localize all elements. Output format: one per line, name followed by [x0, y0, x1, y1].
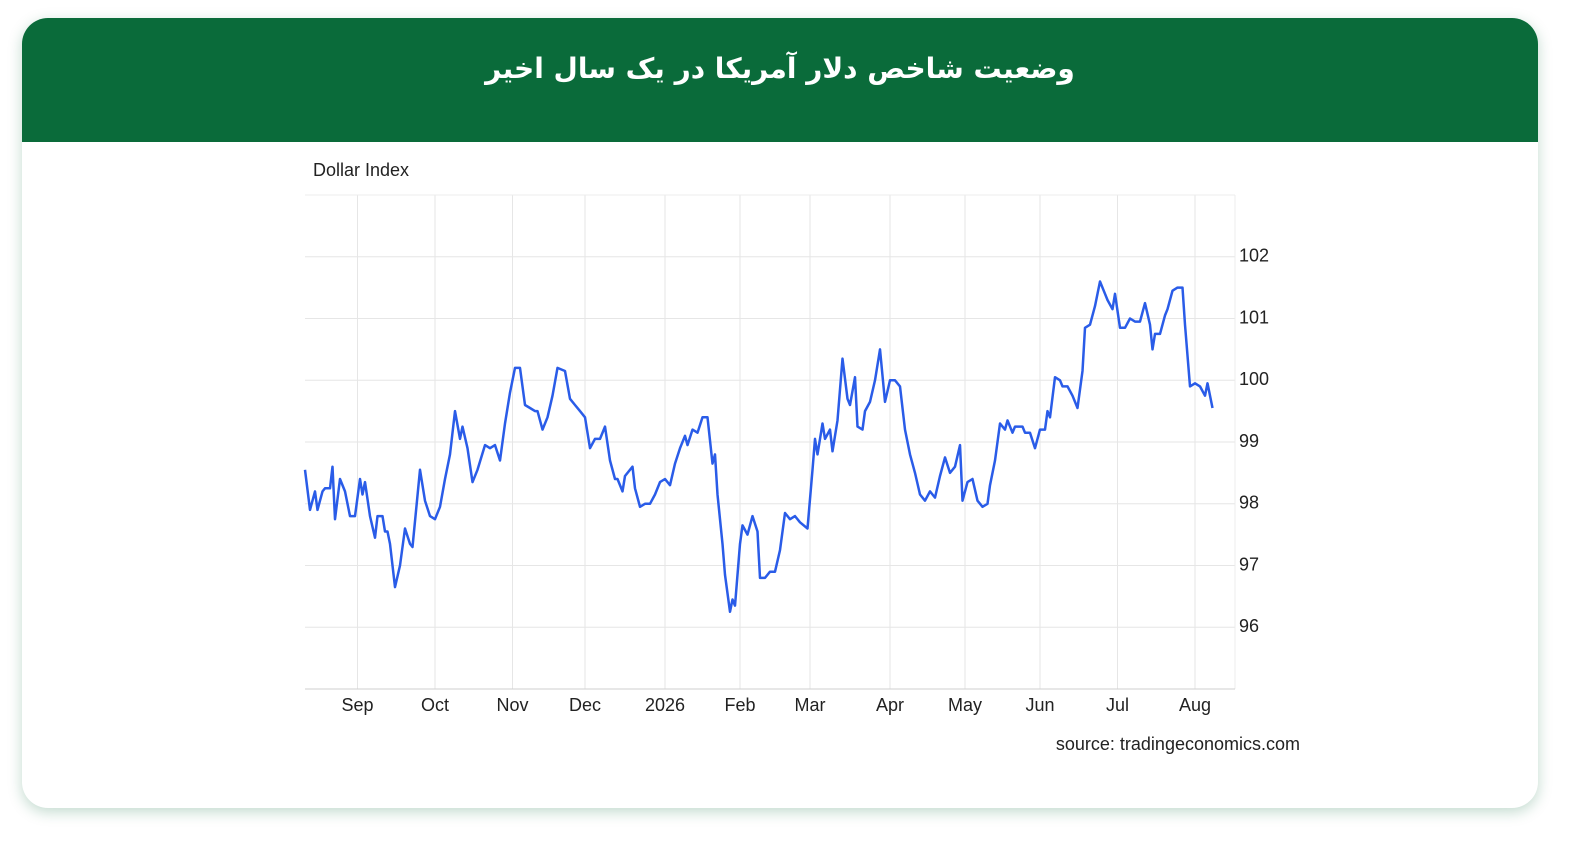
y-tick-label: 99 [1239, 431, 1259, 451]
chart-title: وضعیت شاخص دلار آمریکا در یک سال اخیر [485, 52, 1075, 85]
x-tick-label: Dec [569, 695, 601, 715]
x-tick-label: Jun [1025, 695, 1054, 715]
y-tick-label: 98 [1239, 493, 1259, 513]
x-tick-label: Feb [724, 695, 755, 715]
x-tick-label: 2026 [645, 695, 685, 715]
y-tick-label: 96 [1239, 616, 1259, 636]
x-tick-label: Oct [421, 695, 449, 715]
data-line [303, 280, 1214, 614]
y-tick-label: 97 [1239, 554, 1259, 574]
x-tick-label: Aug [1179, 695, 1211, 715]
x-tick-label: Apr [876, 695, 904, 715]
y-tick-label: 102 [1239, 246, 1269, 266]
x-tick-label: Sep [341, 695, 373, 715]
y-axis-title: Dollar Index [313, 160, 409, 180]
header: وضعیت شاخص دلار آمریکا در یک سال اخیر [22, 18, 1538, 142]
y-tick-label: 100 [1239, 369, 1269, 389]
y-tick-label: 101 [1239, 307, 1269, 327]
card: وضعیت شاخص دلار آمریکا در یک سال اخیر Do… [22, 18, 1538, 808]
x-tick-label: Jul [1106, 695, 1129, 715]
x-tick-label: Mar [795, 695, 826, 715]
x-tick-label: May [948, 695, 982, 715]
chart: Dollar Index source: tradingeconomics.com… [303, 160, 1300, 754]
source-note: source: tradingeconomics.com [1056, 734, 1300, 754]
x-tick-label: Nov [496, 695, 528, 715]
